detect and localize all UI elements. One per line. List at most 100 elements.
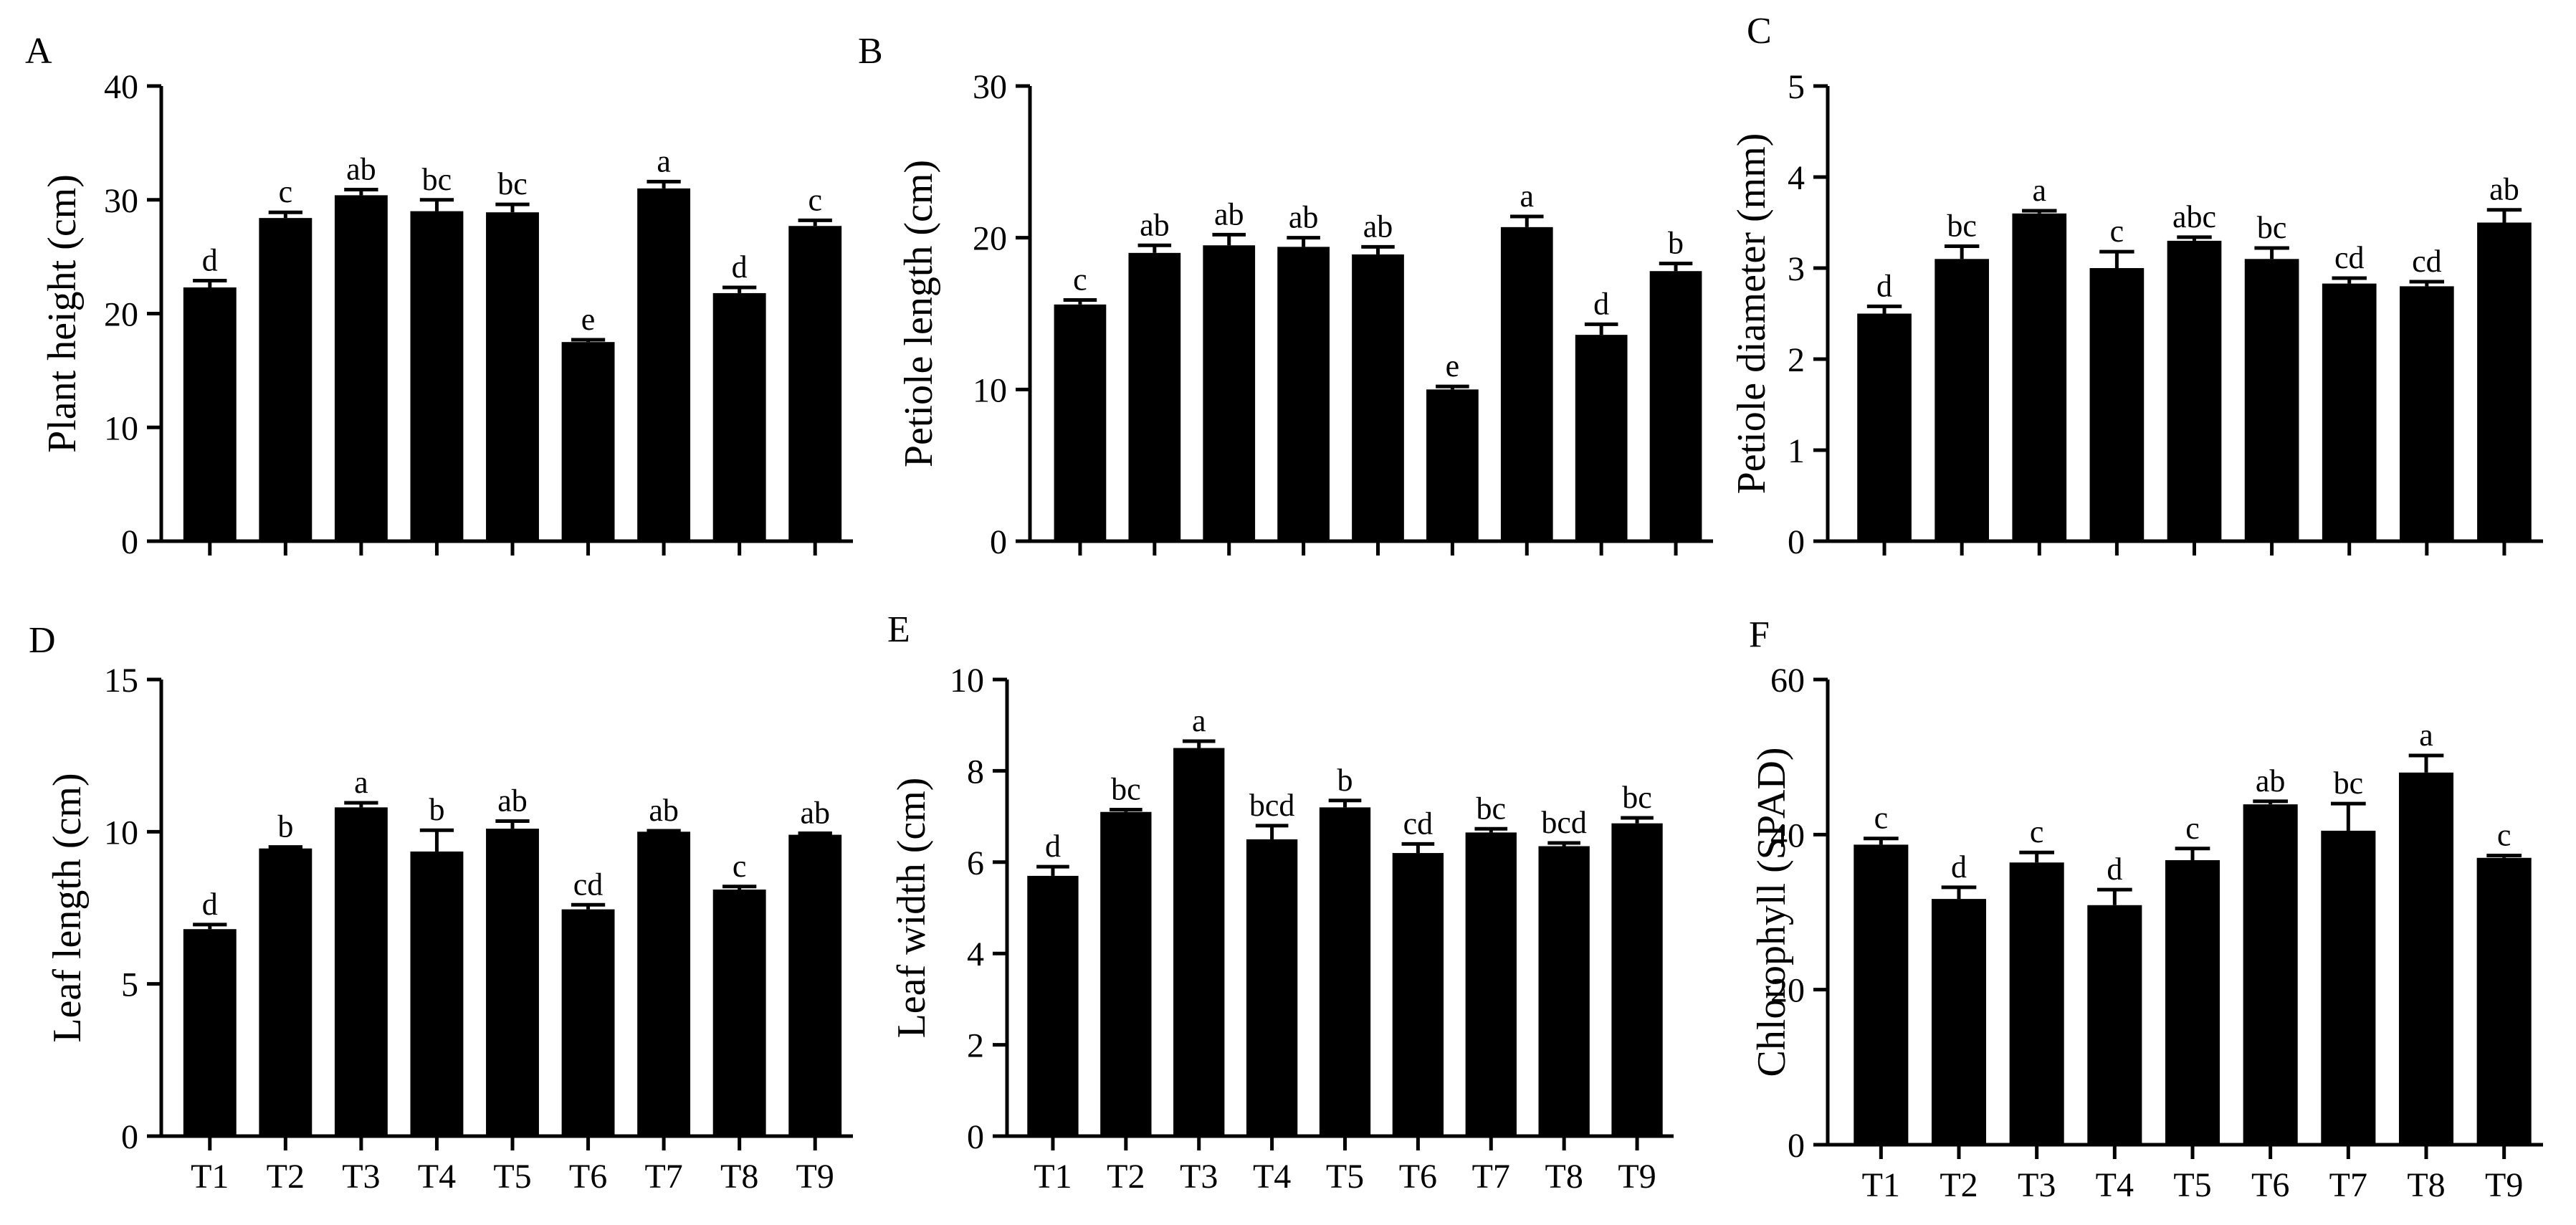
bar [1465,832,1517,1136]
significance-letter: a [1192,703,1206,738]
y-tick-label: 0 [121,1118,138,1156]
bar [1319,807,1371,1136]
significance-letter: b [1668,226,1684,261]
y-tick-label: 15 [104,662,138,700]
y-tick-label: 0 [1788,1127,1805,1165]
significance-letter: bc [1477,791,1507,826]
y-tick-label: 0 [121,523,138,561]
significance-letter: d [202,242,218,277]
panel-b: B 0 10 20 30 Petiole length (cm) c ab ab ab ab e a d b [858,31,1713,561]
y-tick-label: 5 [1788,68,1805,106]
x-tick-label: T9 [2485,1166,2523,1204]
significance-letter: a [2033,173,2047,208]
significance-letter: c [2185,811,2200,846]
bar [2243,804,2298,1145]
panel-letter: D [29,620,56,661]
panel-c: C 0 1 2 3 4 5 Petiole diameter (mm) d bc a c abc bc cd… [1730,11,2543,561]
significance-letter: c [2030,814,2044,849]
y-tick-label: 20 [973,220,1007,258]
significance-letter: ab [800,795,830,830]
panel-letter: E [887,609,910,650]
significance-letter: d [2107,852,2122,887]
significance-letter: ab [497,783,528,818]
bar [1352,254,1404,541]
y-tick-label: 2 [967,1027,984,1065]
x-tick-label: T5 [1326,1158,1364,1196]
x-tick-label: T2 [1940,1166,1978,1204]
y-tick-label: 4 [967,935,984,973]
panel-a: A 0 10 20 30 40 Plant height (cm) d c ab bc bc e a d c [25,31,853,561]
bar [1173,748,1225,1136]
significance-letter: cd [2412,244,2442,279]
significance-letter: c [1073,262,1087,297]
x-tick-label: T8 [2407,1166,2445,1204]
y-tick-label: 60 [1770,662,1805,700]
bar [788,834,842,1136]
significance-letter: bc [1111,772,1141,807]
bar [2167,240,2222,541]
y-axis-title: Chlorophyll (SPAD) [1750,747,1794,1077]
significance-letter: ab [346,151,376,186]
significance-letter: c [733,849,747,884]
x-tick-label: T8 [1545,1158,1583,1196]
bar [1426,389,1479,541]
bar [637,188,691,541]
y-tick-label: 5 [121,966,138,1004]
x-tick-label: T6 [2251,1166,2289,1204]
y-tick-label: 1 [1788,432,1805,470]
bar [1857,313,1912,541]
bar [1277,247,1330,541]
bar [712,292,766,541]
bar [1500,227,1553,541]
bar [486,212,539,541]
bar [712,890,766,1136]
y-axis-title: Petiole length (cm) [897,160,941,467]
significance-letter: c [2110,214,2124,249]
x-tick-label: T8 [720,1158,758,1196]
bar [1246,839,1298,1136]
y-tick-label: 6 [967,844,984,882]
y-tick-label: 40 [104,68,138,106]
bar [334,195,388,541]
significance-letter: d [1951,849,1967,885]
bar [2476,857,2532,1145]
bar [1935,259,1990,541]
bar [1100,811,1152,1136]
bar [1854,844,1909,1145]
panel-d: D 0 5 10 15 Leaf length (cm) d T1 b T2 a T3 b T4 ab T5 c… [29,620,853,1196]
bar [1203,245,1256,541]
bar [486,829,539,1136]
x-tick-label: T1 [1034,1158,1072,1196]
significance-letter: d [732,249,748,285]
panel-letter: C [1747,11,1772,52]
y-tick-label: 40 [1770,816,1805,854]
x-tick-label: T1 [1862,1166,1900,1204]
y-tick-label: 20 [1770,972,1805,1010]
bar [2321,830,2376,1145]
y-tick-label: 4 [1788,159,1805,197]
significance-letter: c [808,182,822,217]
bar [1649,271,1702,541]
y-tick-label: 10 [104,409,138,447]
significance-letter: b [429,792,444,827]
significance-letter: cd [2334,240,2365,275]
significance-letter: d [1593,286,1609,321]
y-tick-label: 2 [1788,341,1805,379]
y-axis-title: Leaf width (cm) [889,778,934,1039]
significance-letter: c [279,174,293,209]
y-tick-label: 0 [967,1118,984,1156]
significance-letter: ab [2489,172,2519,207]
x-tick-label: T2 [267,1158,305,1196]
x-tick-label: T4 [418,1158,456,1196]
bar [2244,259,2299,541]
y-tick-label: 10 [950,662,984,700]
significance-letter: c [2497,818,2511,853]
bar [1027,875,1079,1136]
bar [2012,213,2067,541]
significance-letter: a [657,143,671,178]
x-tick-label: T4 [2096,1166,2134,1204]
y-axis-title: Plant height (cm) [40,174,85,453]
panel-letter: A [25,31,52,72]
y-tick-label: 30 [973,68,1007,106]
significance-letter: ab [1289,200,1319,235]
